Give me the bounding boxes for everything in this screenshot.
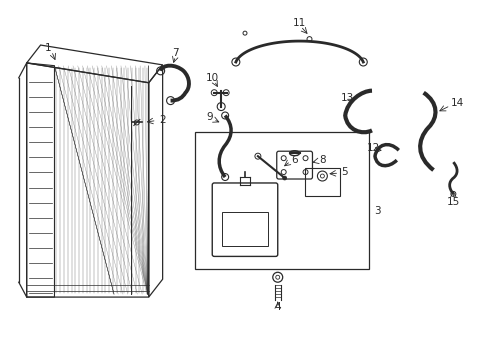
Text: 14: 14 [449,98,463,108]
Text: 6: 6 [291,155,297,165]
Text: 5: 5 [340,167,347,177]
Bar [304,168,340,196]
Text: 15: 15 [446,197,459,207]
Text: 13: 13 [340,93,353,103]
Text: 7: 7 [172,48,179,58]
Text: 9: 9 [205,112,212,122]
Text: 3: 3 [373,206,380,216]
Text: 4: 4 [274,302,281,312]
Text: 8: 8 [319,155,325,165]
Bar [222,212,267,247]
Text: 1: 1 [45,43,52,53]
Text: 2: 2 [159,116,165,126]
Text: 11: 11 [292,18,305,28]
Text: 12: 12 [366,143,379,153]
Text: 10: 10 [205,73,218,83]
Bar [195,132,368,269]
Circle shape [282,176,286,180]
